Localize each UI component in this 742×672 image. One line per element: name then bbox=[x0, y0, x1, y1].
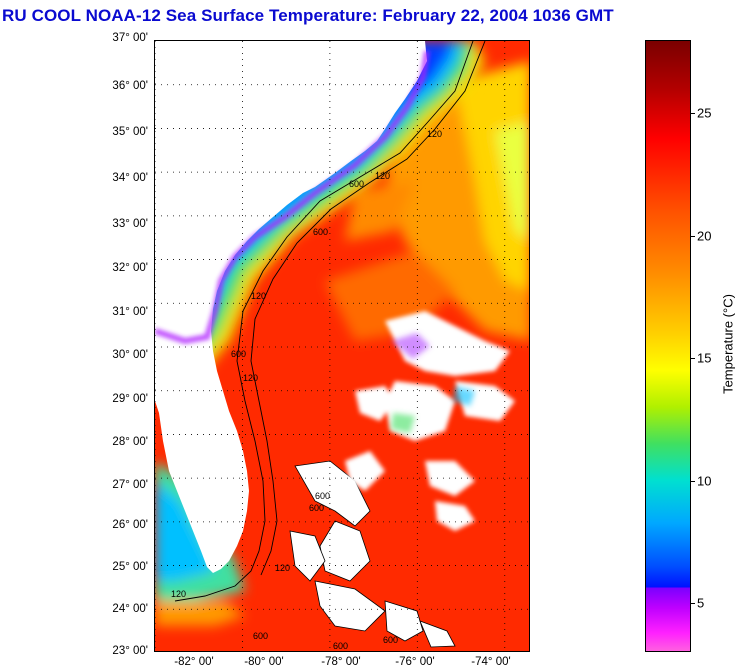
lat-label: 34° 00' bbox=[112, 172, 148, 184]
svg-text:600: 600 bbox=[315, 491, 330, 501]
svg-text:600: 600 bbox=[231, 349, 246, 359]
svg-text:600: 600 bbox=[253, 631, 268, 641]
colorbar-tick-label: 25 bbox=[697, 105, 712, 121]
colorbar-tick-label: 10 bbox=[697, 473, 712, 489]
colorbar-tick-label: 20 bbox=[697, 228, 712, 244]
colorbar-tickmark bbox=[691, 235, 695, 237]
isobath-labels: 120 600 120 600 120 600 120 600 120 600 … bbox=[171, 129, 442, 651]
svg-text:120: 120 bbox=[275, 563, 290, 573]
cloud-edge-speckles bbox=[391, 333, 475, 433]
lon-label: -74° 00' bbox=[471, 656, 511, 668]
lat-label: 31° 00' bbox=[112, 306, 148, 318]
lat-label: 23° 00' bbox=[112, 645, 148, 657]
svg-text:600: 600 bbox=[333, 641, 348, 651]
lat-label: 26° 00' bbox=[112, 519, 148, 531]
colorbar-tickmark bbox=[691, 358, 695, 360]
lon-label: -78° 00' bbox=[321, 656, 361, 668]
lat-label: 24° 00' bbox=[112, 603, 148, 615]
lat-label: 29° 00' bbox=[112, 393, 148, 405]
svg-text:600: 600 bbox=[309, 503, 324, 513]
page-title: RU COOL NOAA-12 Sea Surface Temperature:… bbox=[2, 6, 614, 25]
svg-text:120: 120 bbox=[171, 589, 186, 599]
svg-text:600: 600 bbox=[383, 635, 398, 645]
temperature-colorbar bbox=[645, 40, 691, 652]
svg-text:120: 120 bbox=[427, 129, 442, 139]
svg-text:600: 600 bbox=[313, 227, 328, 237]
colorbar-tick-label: 5 bbox=[697, 595, 705, 611]
lat-label: 28° 00' bbox=[112, 436, 148, 448]
lat-label: 32° 00' bbox=[112, 262, 148, 274]
colorbar-tickmark bbox=[691, 113, 695, 115]
bahamas-islands bbox=[289, 460, 456, 648]
sst-map-image: 120 600 120 600 120 600 120 600 120 600 … bbox=[155, 41, 529, 651]
land-us-southeast bbox=[155, 41, 427, 573]
lat-label: 35° 00' bbox=[112, 126, 148, 138]
svg-text:120: 120 bbox=[375, 171, 390, 181]
colorbar-tickmark bbox=[691, 480, 695, 482]
colorbar-label: Temperature (°C) bbox=[720, 294, 736, 394]
colorbar-tick-label: 15 bbox=[697, 350, 712, 366]
svg-text:600: 600 bbox=[349, 179, 364, 189]
colorbar-tickmark bbox=[691, 603, 695, 605]
lon-label: -82° 00' bbox=[174, 656, 214, 668]
lon-label: -76° 00' bbox=[395, 656, 435, 668]
svg-text:120: 120 bbox=[251, 291, 266, 301]
sst-map: 120 600 120 600 120 600 120 600 120 600 … bbox=[154, 40, 530, 652]
lat-label: 33° 00' bbox=[112, 218, 148, 230]
lat-label: 37° 00' bbox=[112, 32, 148, 44]
lat-label: 30° 00' bbox=[112, 349, 148, 361]
lat-label: 36° 00' bbox=[112, 80, 148, 92]
lon-label: -80° 00' bbox=[244, 656, 284, 668]
isobath-contours bbox=[174, 41, 486, 602]
lat-label: 27° 00' bbox=[112, 479, 148, 491]
map-graticule bbox=[155, 41, 529, 651]
lat-label: 25° 00' bbox=[112, 561, 148, 573]
svg-text:120: 120 bbox=[243, 373, 258, 383]
coastal-cold-fringe bbox=[155, 50, 430, 345]
